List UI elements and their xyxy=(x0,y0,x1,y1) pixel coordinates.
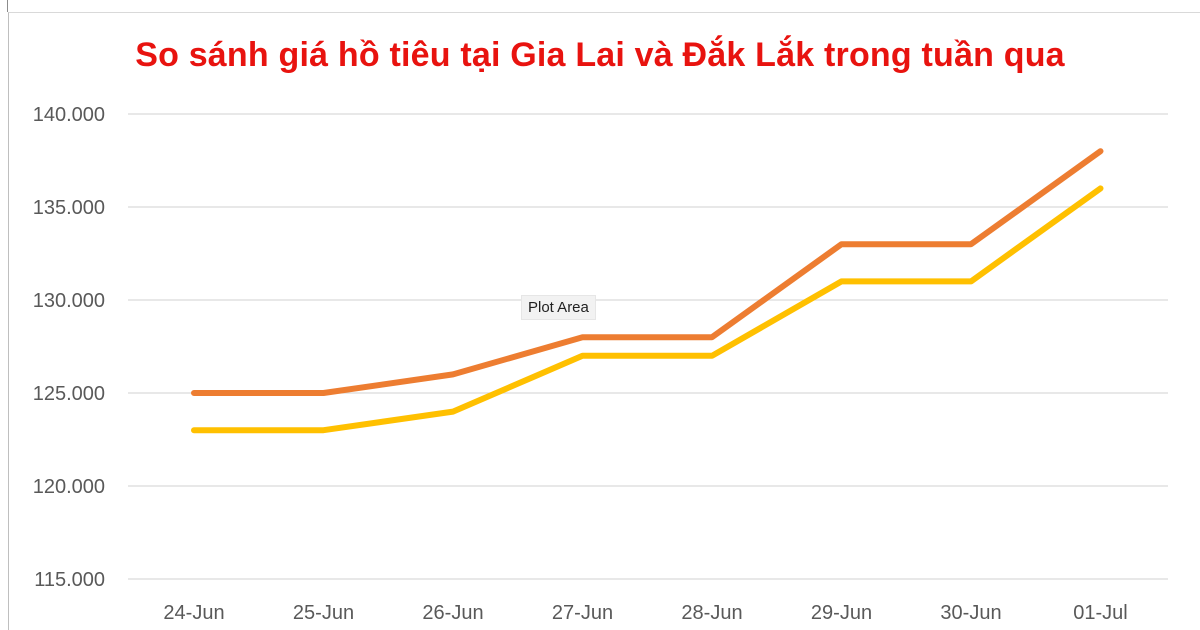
x-tick-label: 25-Jun xyxy=(293,602,354,624)
x-tick-label: 26-Jun xyxy=(422,602,483,624)
y-tick-label: 120.000 xyxy=(33,476,105,498)
x-axis-tick-labels: 24-Jun 25-Jun 26-Jun 27-Jun 28-Jun 29-Jun 30-J… xyxy=(163,602,1127,624)
x-tick-label: 28-Jun xyxy=(681,602,742,624)
chart-area[interactable] xyxy=(8,12,1200,630)
y-tick-label: 130.000 xyxy=(33,290,105,312)
chart-title: So sánh giá hồ tiêu tại Gia Lai và Đắk L… xyxy=(135,36,1065,74)
series-line-1[interactable] xyxy=(191,148,1104,396)
x-tick-label: 30-Jun xyxy=(940,602,1001,624)
y-tick-label: 140.000 xyxy=(33,104,105,126)
x-tick-label: 24-Jun xyxy=(163,602,224,624)
plot-area-tooltip: Plot Area xyxy=(521,295,596,320)
y-axis-tick-labels: 115.000 120.000 125.000 130.000 135.000 140.0… xyxy=(33,104,105,591)
x-tick-label: 01-Jul xyxy=(1073,602,1127,624)
y-tick-label: 115.000 xyxy=(34,569,105,591)
x-tick-label: 27-Jun xyxy=(552,602,613,624)
window-edge-mark xyxy=(7,0,8,12)
y-tick-label: 125.000 xyxy=(33,383,105,405)
y-tick-label: 135.000 xyxy=(33,197,105,219)
series-lines xyxy=(191,148,1104,434)
series-line-2[interactable] xyxy=(191,185,1104,434)
gridlines xyxy=(128,113,1168,580)
x-tick-label: 29-Jun xyxy=(811,602,872,624)
